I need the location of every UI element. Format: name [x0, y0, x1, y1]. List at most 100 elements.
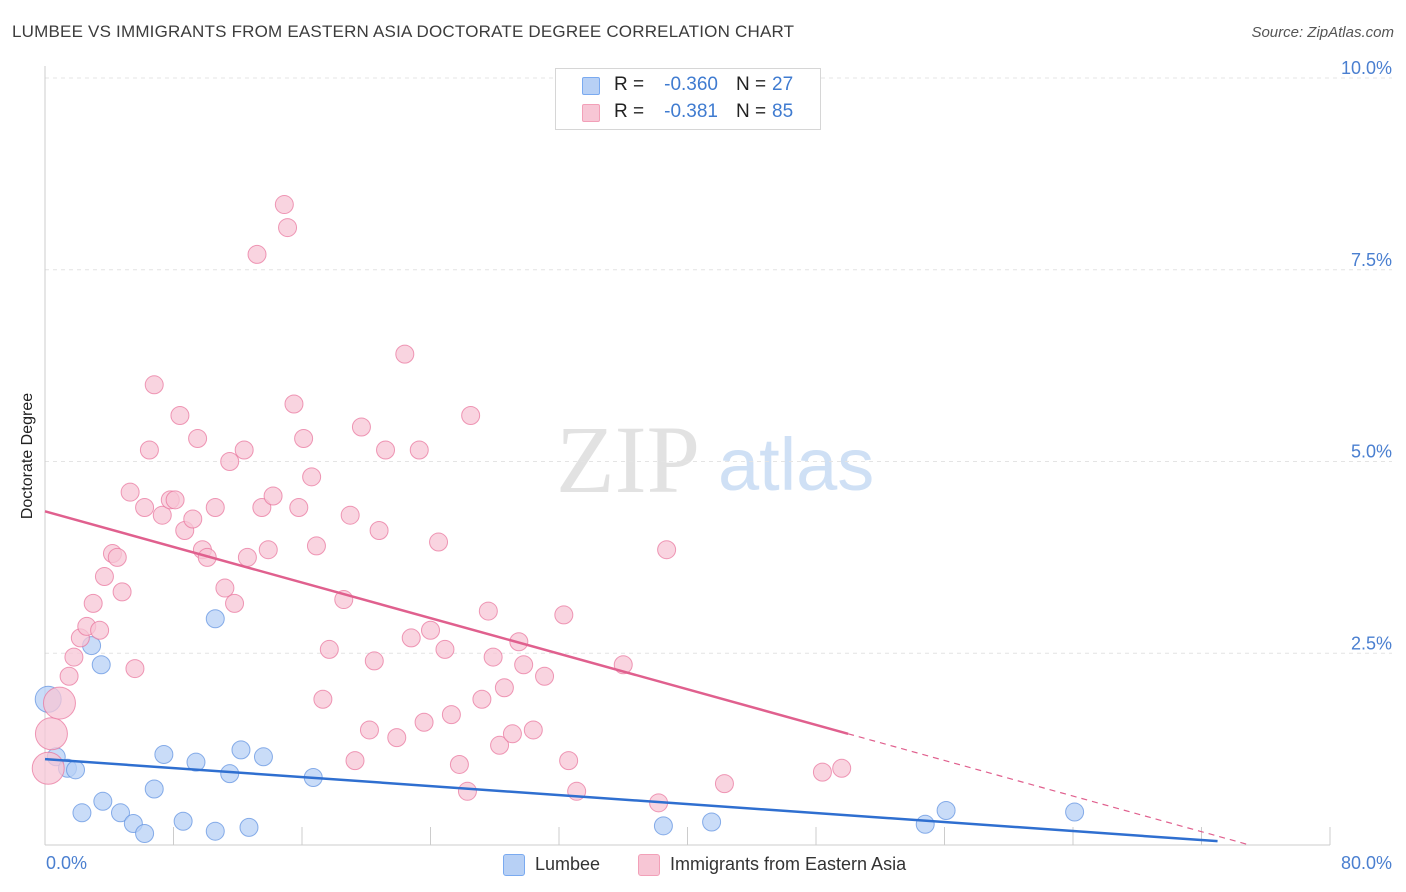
stats-legend-box: R = -0.360 N = 27 R = -0.381 N = 85	[555, 68, 821, 130]
eastern-asia-point	[83, 593, 103, 613]
stats-row-lumbee: R = -0.360 N = 27	[556, 73, 820, 99]
legend-label-eastern-asia: Immigrants from Eastern Asia	[670, 854, 907, 874]
tick-label-layer: 2.5% 5.0% 7.5% 10.0% 0.0% 80.0%	[46, 58, 1392, 873]
r-value: -0.360	[664, 74, 718, 95]
legend-swatch-eastern-asia	[638, 854, 660, 876]
eastern-asia-point	[395, 344, 415, 364]
x-tick-label-min: 0.0%	[46, 853, 87, 873]
eastern-asia-point	[107, 547, 127, 567]
lumbee-point	[653, 816, 673, 836]
eastern-asia-point	[306, 536, 326, 556]
eastern-asia-point	[313, 689, 333, 709]
lumbee-point	[135, 823, 155, 843]
eastern-asia-point	[414, 712, 434, 732]
eastern-asia-point	[429, 532, 449, 552]
eastern-asia-point	[139, 440, 159, 460]
lumbee-point	[205, 821, 225, 841]
eastern-asia-point	[812, 762, 832, 782]
eastern-asia-point	[535, 666, 555, 686]
y-tick-label: 7.5%	[1351, 250, 1392, 270]
eastern-asia-point	[559, 751, 579, 771]
eastern-asia-point	[64, 647, 84, 667]
eastern-asia-point	[225, 593, 245, 613]
lumbee-point	[93, 791, 113, 811]
eastern-asia-point	[832, 758, 852, 778]
eastern-asia-point	[369, 521, 389, 541]
r-value: -0.381	[664, 101, 718, 122]
eastern-asia-point	[34, 717, 68, 751]
lumbee-point	[1065, 802, 1085, 822]
grid-layer	[45, 77, 1392, 654]
points-layer	[31, 195, 1085, 843]
lumbee-point	[173, 811, 193, 831]
eastern-asia-point	[302, 467, 322, 487]
eastern-asia-point	[401, 628, 421, 648]
legend-label-lumbee: Lumbee	[535, 854, 601, 874]
eastern-asia-point	[215, 578, 235, 598]
eastern-asia-point	[449, 754, 469, 774]
eastern-asia-point	[351, 417, 371, 437]
eastern-asia-point	[42, 686, 76, 720]
eastern-asia-point	[502, 724, 522, 744]
eastern-asia-point	[364, 651, 384, 671]
lumbee-point	[702, 812, 722, 832]
n-label: N =	[736, 101, 767, 122]
eastern-asia-point	[59, 666, 79, 686]
eastern-asia-point	[345, 751, 365, 771]
eastern-asia-point	[94, 567, 114, 587]
eastern-asia-point	[494, 678, 514, 698]
y-tick-label: 2.5%	[1351, 633, 1392, 653]
lumbee-point	[205, 609, 225, 629]
eastern-asia-point	[247, 244, 267, 264]
chart-source: Source: ZipAtlas.com	[1251, 24, 1394, 41]
eastern-asia-point	[490, 735, 510, 755]
eastern-asia-point	[183, 509, 203, 529]
eastern-asia-point	[289, 498, 309, 518]
y-tick-label: 10.0%	[1341, 58, 1392, 78]
y-tick-label: 5.0%	[1351, 442, 1392, 462]
eastern-asia-point	[554, 605, 574, 625]
eastern-asia-point	[340, 505, 360, 525]
eastern-asia-point	[435, 639, 455, 659]
trend-layer	[44, 510, 1250, 846]
eastern-asia-trend-extension	[847, 733, 1250, 846]
eastern-asia-point	[441, 705, 461, 725]
eastern-asia-point	[152, 505, 172, 525]
eastern-asia-point	[421, 620, 440, 640]
eastern-asia-point	[294, 428, 314, 448]
eastern-asia-point	[90, 620, 110, 640]
eastern-asia-point	[31, 751, 65, 785]
lumbee-point	[91, 655, 111, 675]
lumbee-swatch	[582, 77, 600, 95]
legend-swatch-lumbee	[503, 854, 525, 876]
eastern-asia-point	[258, 540, 278, 560]
eastern-asia-point	[483, 647, 503, 667]
lumbee-point	[154, 744, 174, 764]
r-label: R =	[614, 101, 645, 122]
eastern-asia-point	[252, 498, 272, 518]
chart-title: LUMBEE VS IMMIGRANTS FROM EASTERN ASIA D…	[12, 22, 795, 41]
lumbee-point	[915, 814, 935, 834]
lumbee-point	[231, 740, 251, 760]
eastern-asia-point	[714, 774, 734, 794]
n-value: 27	[772, 74, 794, 95]
bottom-legend: Lumbee Immigrants from Eastern Asia	[0, 852, 1406, 878]
eastern-asia-point	[220, 452, 240, 471]
lumbee-point	[144, 779, 164, 799]
eastern-asia-point	[135, 498, 155, 518]
eastern-asia-point	[237, 547, 257, 567]
r-label: R =	[614, 74, 645, 95]
eastern-asia-point	[205, 498, 225, 518]
watermark-atlas: atlas	[718, 423, 874, 506]
eastern-asia-point	[274, 195, 294, 215]
eastern-asia-trend-line	[44, 510, 849, 735]
eastern-asia-point	[234, 440, 254, 460]
eastern-asia-point	[125, 659, 145, 679]
eastern-asia-point	[376, 440, 396, 460]
eastern-asia-point	[170, 405, 190, 425]
lumbee-point	[936, 800, 956, 820]
eastern-asia-point	[319, 639, 339, 659]
eastern-asia-point	[284, 394, 304, 414]
eastern-asia-point	[165, 490, 185, 510]
eastern-asia-point	[472, 689, 492, 709]
